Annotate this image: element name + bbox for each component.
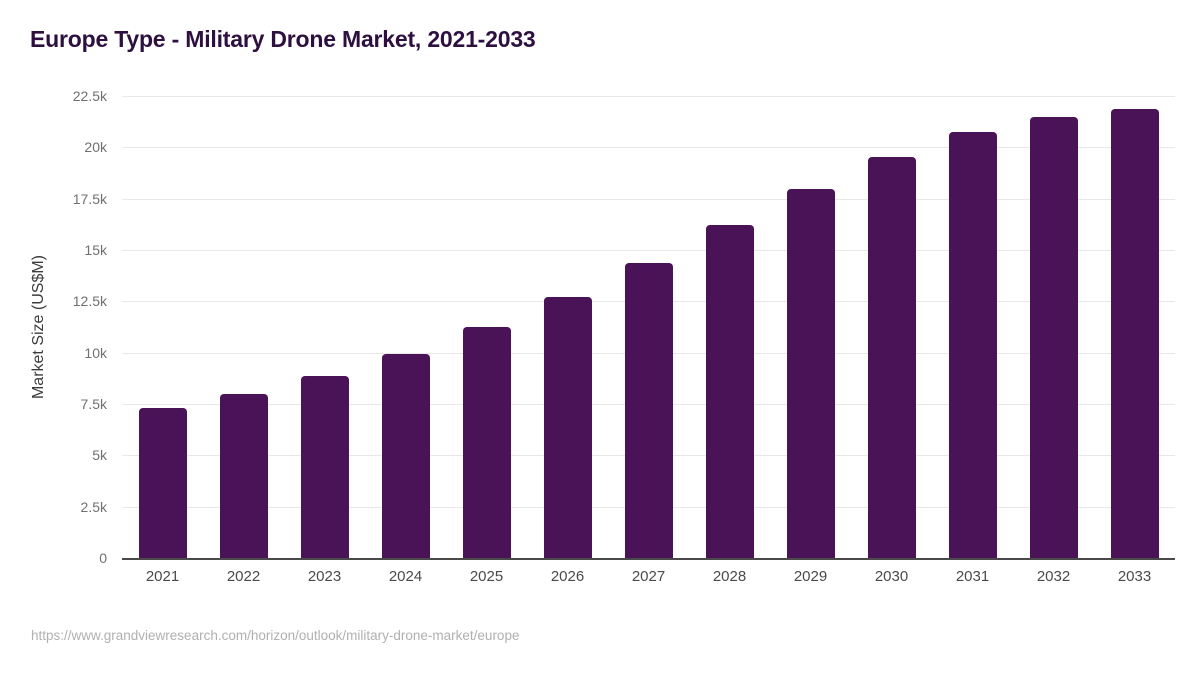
x-tick-label: 2030 [874, 568, 909, 585]
bar[interactable] [867, 156, 916, 558]
x-tick-label: 2023 [307, 568, 342, 585]
bar[interactable] [462, 327, 511, 558]
x-tick-label: 2022 [226, 568, 261, 585]
bar[interactable] [705, 225, 754, 558]
page-title: Europe Type - Military Drone Market, 202… [30, 26, 536, 52]
bar[interactable] [786, 189, 835, 558]
x-tick-label: 2032 [1036, 568, 1071, 585]
x-tick-label: 2024 [388, 568, 423, 585]
gridline [122, 250, 1175, 251]
x-tick-label: 2028 [712, 568, 747, 585]
y-tick-label: 15k [84, 242, 107, 258]
bar[interactable] [138, 408, 187, 558]
bar[interactable] [948, 131, 997, 558]
y-tick-label: 2.5k [80, 498, 107, 515]
y-tick-label: 5k [92, 447, 107, 464]
x-tick-label: 2025 [469, 568, 504, 585]
bar[interactable] [381, 353, 430, 558]
bar[interactable] [543, 297, 592, 558]
bar[interactable] [1029, 116, 1078, 558]
y-tick-label: 17.5k [72, 190, 107, 207]
bar[interactable] [1110, 109, 1159, 558]
y-tick-label: 7.5k [80, 396, 107, 412]
gridline [122, 147, 1175, 149]
x-tick-label: 2033 [1117, 568, 1152, 585]
bar[interactable] [624, 263, 673, 558]
x-tick-label: 2021 [145, 568, 180, 585]
x-axis-line [122, 558, 1175, 560]
plot-area [122, 96, 1175, 558]
y-tick-label: 20k [84, 139, 107, 156]
x-tick-label: 2029 [793, 568, 828, 585]
gridline [122, 96, 1175, 97]
x-tick-label: 2026 [550, 568, 585, 585]
bar[interactable] [300, 376, 349, 558]
y-tick-label: 22.5k [72, 88, 107, 104]
x-tick-label: 2031 [955, 568, 990, 585]
bar[interactable] [219, 393, 268, 558]
x-tick-label: 2027 [631, 568, 666, 585]
y-tick-label: 10k [84, 344, 107, 361]
source-url-label: https://www.grandviewresearch.com/horizo… [31, 628, 520, 643]
y-tick-label: 12.5k [72, 293, 107, 310]
y-tick-label: 0 [99, 550, 107, 566]
gridline [122, 198, 1175, 200]
